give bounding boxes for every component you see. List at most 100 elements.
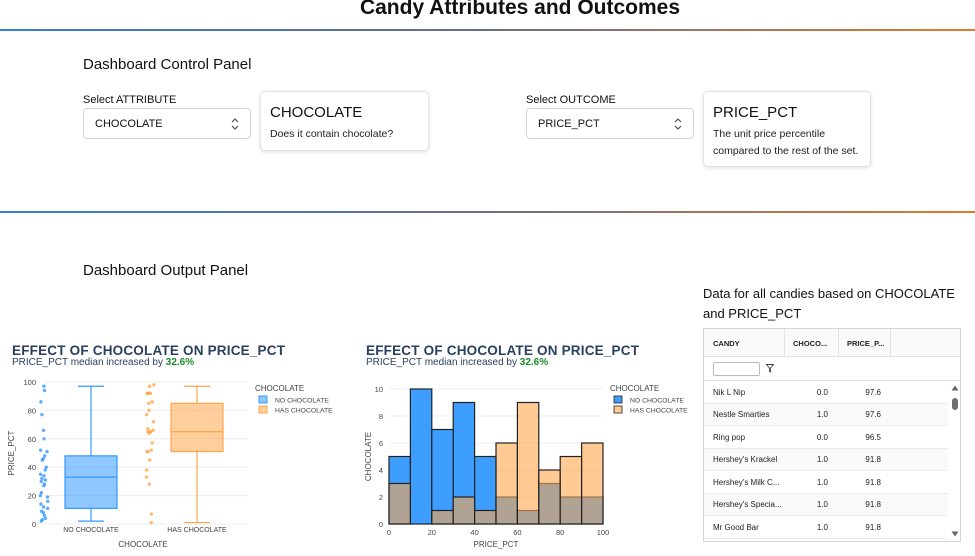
- table-row[interactable]: Mr Good Bar 1.0 91.8: [704, 516, 948, 539]
- grid-header-chocolate[interactable]: CHOCO...: [793, 338, 828, 348]
- cell-chocolate: 0.0: [816, 387, 828, 397]
- y-tick-label: 6: [379, 439, 383, 448]
- box-jitter-point: [43, 516, 48, 521]
- hist-chart-title: EFFECT OF CHOCOLATE ON PRICE_PCT: [366, 343, 640, 358]
- cell-chocolate: 1.0: [816, 522, 828, 532]
- grid-caption-line1: Data for all candies based on CHOCOLATE: [703, 286, 955, 301]
- y-tick-label: 20: [28, 492, 36, 501]
- table-row[interactable]: Hershey's Milk C... 1.0 91.8: [704, 471, 948, 494]
- attribute-card-desc: Does it contain chocolate?: [270, 128, 394, 140]
- box-jitter-point: [38, 472, 43, 476]
- box-rect: [170, 402, 224, 453]
- box-jitter-point: [41, 428, 46, 432]
- grid-header-row: [704, 329, 960, 357]
- box-chart-subtitle: PRICE_PCT median increased by 32.6%: [12, 357, 194, 368]
- grid-caption: Data for all candies based on CHOCOLATE …: [703, 284, 955, 324]
- control-panel-title: Dashboard Control Panel: [83, 56, 252, 73]
- box-jitter-point: [147, 458, 152, 462]
- box-jitter-point: [147, 384, 152, 388]
- cell-candy: Ring pop: [713, 432, 746, 442]
- box-jitter-point: [42, 513, 47, 518]
- box-jitter-point: [147, 408, 151, 413]
- y-tick-label: 2: [379, 493, 383, 502]
- cell-chocolate: 1.0: [816, 410, 828, 419]
- box-jitter-point: [146, 449, 150, 454]
- app-title: Candy Attributes and Outcomes: [359, 0, 681, 19]
- histogram-bar: [559, 455, 583, 525]
- scrollbar-thumb[interactable]: [952, 398, 958, 410]
- box-jitter-point: [144, 475, 149, 479]
- outcome-info-card: PRICE_PCT The unit price percentile comp…: [703, 91, 871, 167]
- box-jitter-point: [145, 391, 149, 396]
- y-tick-label: 8: [379, 412, 383, 421]
- cell-chocolate: 1.0: [816, 477, 828, 487]
- table-row[interactable]: Hershey's Krackel 1.0 91.8: [704, 448, 948, 471]
- output-panel-title: Dashboard Output Panel: [83, 262, 249, 279]
- box-jitter-point: [42, 483, 46, 488]
- histogram-bar: [581, 442, 604, 525]
- table-row[interactable]: Ring pop 0.0 96.5: [704, 426, 948, 449]
- legend-item-label: NO CHOCOLATE: [275, 398, 329, 405]
- box-jitter-point: [40, 458, 44, 462]
- x-tick-label: NO CHOCOLATE: [63, 527, 119, 534]
- x-axis-label: CHOCOLATE: [118, 540, 167, 549]
- hist-chart-subtitle-value: 32.6%: [519, 357, 549, 368]
- table-row[interactable]: Hershey's Specia... 1.0 91.8: [704, 493, 948, 516]
- box-jitter-point: [39, 502, 43, 506]
- grid-scrollbar[interactable]: [948, 381, 960, 541]
- box-chart-subtitle-prefix: PRICE_PCT median increased by: [12, 357, 166, 368]
- scroll-down-icon[interactable]: [951, 531, 959, 537]
- cell-price-pct: 91.8: [865, 455, 881, 464]
- histogram-bar: [495, 442, 518, 525]
- box-jitter-point: [43, 454, 47, 458]
- x-axis-label: PRICE_PCT: [474, 540, 519, 549]
- candy-filter-input[interactable]: [713, 362, 760, 376]
- x-tick-label: 0: [387, 528, 391, 537]
- grid-column-divider: [838, 329, 839, 357]
- data-grid: CANDY CHOCO... PRICE_P... Nik L Nip 0.0 97…: [703, 328, 961, 542]
- legend-swatch: [258, 395, 268, 404]
- x-tick-label: 80: [556, 528, 564, 537]
- box-jitter-point: [39, 479, 43, 484]
- table-row[interactable]: Nik L Nip 0.0 97.6: [704, 381, 948, 404]
- histogram-bar: [431, 509, 454, 525]
- box-jitter-point: [42, 384, 46, 388]
- cell-price-pct: 97.6: [865, 410, 881, 419]
- outcome-card-desc-line2: compared to the rest of the set.: [713, 145, 859, 157]
- histogram-bar: [538, 469, 561, 525]
- outcome-select-label: Select OUTCOME: [526, 94, 616, 106]
- grid-header-price-pct[interactable]: PRICE_P...: [847, 338, 885, 348]
- histogram-bar: [473, 509, 497, 525]
- chevron-updown-icon: [231, 118, 239, 130]
- box-jitter-point: [39, 400, 43, 404]
- attribute-card-title: CHOCOLATE: [270, 104, 363, 121]
- box-jitter-point: [150, 441, 154, 445]
- x-tick-label: HAS CHOCOLATE: [167, 527, 227, 534]
- box-jitter-point: [46, 499, 50, 503]
- histogram-bar: [452, 496, 476, 525]
- box-jitter-point: [45, 449, 49, 454]
- grid-header-candy[interactable]: CANDY: [713, 338, 740, 348]
- box-jitter-point: [45, 495, 50, 499]
- histogram-bar: [409, 388, 433, 525]
- filter-icon[interactable]: [766, 364, 774, 373]
- legend-swatch: [613, 395, 623, 404]
- box-jitter-point: [147, 401, 151, 405]
- box-jitter-point: [151, 420, 156, 424]
- grid-filter-row: [704, 357, 960, 381]
- outcome-select[interactable]: PRICE_PCT: [526, 108, 694, 139]
- attribute-select-label: Select ATTRIBUTE: [83, 94, 177, 106]
- attribute-select[interactable]: CHOCOLATE: [83, 108, 251, 139]
- histogram-bar: [388, 482, 411, 525]
- box-jitter-point: [39, 519, 44, 523]
- y-tick-label: 100: [23, 378, 36, 387]
- box-jitter-point: [147, 431, 151, 435]
- cell-candy: Mr Good Bar: [713, 522, 759, 532]
- table-row[interactable]: Nestle Smarties 1.0 97.6: [704, 403, 948, 426]
- scroll-up-icon[interactable]: [951, 385, 959, 391]
- box-rect: [64, 455, 118, 509]
- cell-candy: Hershey's Milk C...: [713, 477, 780, 487]
- legend-title: CHOCOLATE: [255, 384, 304, 393]
- box-jitter-point: [149, 448, 153, 452]
